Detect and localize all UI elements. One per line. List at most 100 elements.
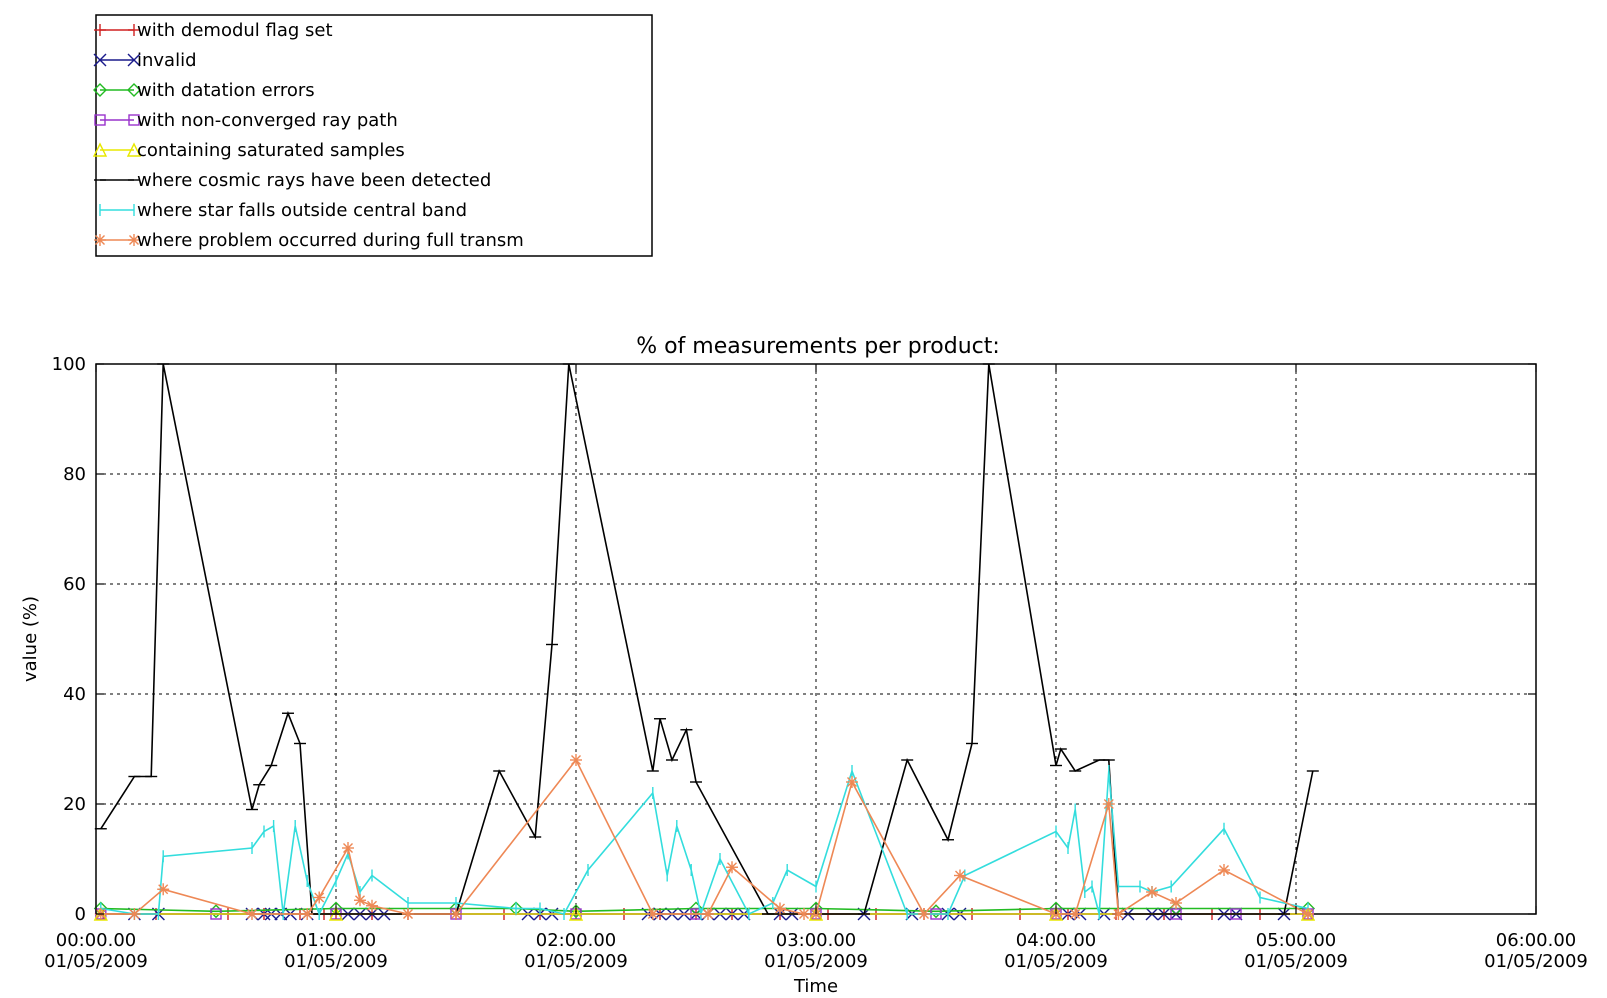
x-tick-label-date: 01/05/2009 bbox=[44, 951, 148, 972]
data-point bbox=[354, 894, 366, 907]
y-tick-label: 80 bbox=[63, 464, 86, 485]
marker-part bbox=[571, 755, 581, 765]
legend-entry: with non-converged ray path bbox=[94, 110, 398, 131]
data-point bbox=[726, 861, 738, 874]
data-point bbox=[127, 83, 141, 97]
data-point bbox=[774, 902, 786, 915]
data-point bbox=[342, 842, 354, 854]
data-point bbox=[1302, 908, 1314, 920]
marker-part bbox=[1303, 909, 1313, 919]
data-point bbox=[93, 53, 107, 67]
x-tick-label-time: 00:00.00 bbox=[56, 930, 137, 951]
data-point bbox=[92, 142, 108, 157]
legend-label: where cosmic rays have been detected bbox=[137, 170, 491, 191]
data-point bbox=[1102, 798, 1115, 810]
marker-part bbox=[1113, 909, 1124, 919]
legend-label: invalid bbox=[137, 50, 197, 71]
legend-entry: invalid bbox=[93, 50, 197, 71]
marker-part bbox=[367, 900, 377, 911]
legend-entry: containing saturated samples bbox=[92, 140, 405, 161]
data-point bbox=[128, 908, 141, 920]
marker-part bbox=[95, 235, 105, 245]
marker-part bbox=[314, 892, 325, 903]
legend-entry: with demodul flag set bbox=[94, 20, 333, 41]
series-line bbox=[100, 768, 1309, 917]
marker-part bbox=[158, 884, 169, 895]
data-point bbox=[126, 142, 142, 157]
data-point bbox=[128, 114, 140, 126]
y-tick-label: 20 bbox=[63, 794, 86, 815]
marker-part bbox=[847, 777, 857, 787]
data-point bbox=[846, 776, 858, 788]
marker-part bbox=[1219, 865, 1229, 875]
x-axis-label: Time bbox=[793, 976, 838, 997]
marker-part bbox=[451, 909, 461, 919]
data-point bbox=[570, 754, 582, 766]
data-point bbox=[1218, 864, 1230, 876]
series-line bbox=[100, 907, 1308, 913]
marker-part bbox=[129, 909, 140, 919]
series-line bbox=[100, 363, 1314, 915]
data-point bbox=[157, 883, 170, 896]
marker-part bbox=[355, 895, 365, 906]
marker-part bbox=[93, 83, 107, 97]
data-point bbox=[246, 908, 258, 920]
marker-part bbox=[128, 114, 140, 126]
data-point bbox=[954, 869, 966, 882]
data-point bbox=[94, 234, 106, 246]
x-tick-label-time: 02:00.00 bbox=[536, 930, 617, 951]
data-point bbox=[918, 908, 930, 920]
marker-part bbox=[127, 53, 141, 67]
series-5 bbox=[94, 363, 1319, 915]
data-point bbox=[702, 908, 714, 920]
legend-label: where star falls outside central band bbox=[137, 200, 467, 221]
marker-part bbox=[302, 909, 313, 919]
legend-label: with datation errors bbox=[137, 80, 315, 101]
x-tick-label-date: 01/05/2009 bbox=[764, 951, 868, 972]
x-tick-label-time: 06:00.00 bbox=[1496, 930, 1577, 951]
marker-part bbox=[955, 870, 965, 881]
marker-part bbox=[1070, 909, 1081, 919]
marker-part bbox=[775, 903, 785, 914]
x-axis-ticks: 00:00.0001/05/200901:00.0001/05/200902:0… bbox=[44, 364, 1588, 972]
x-tick-label-time: 04:00.00 bbox=[1016, 930, 1097, 951]
marker-part bbox=[126, 142, 142, 157]
data-point bbox=[94, 24, 106, 36]
y-tick-label: 0 bbox=[75, 904, 86, 925]
grid bbox=[96, 364, 1536, 914]
data-point bbox=[402, 908, 414, 920]
data-point bbox=[301, 908, 314, 920]
series-6 bbox=[100, 765, 1309, 920]
data-point bbox=[94, 114, 106, 126]
legend-box bbox=[95, 14, 653, 257]
marker-part bbox=[1147, 887, 1157, 897]
series-line bbox=[100, 758, 1309, 916]
marker-part bbox=[1171, 898, 1181, 908]
data-point bbox=[127, 53, 141, 67]
marker-part bbox=[94, 114, 106, 126]
legend-entry: with datation errors bbox=[93, 80, 315, 101]
data-point bbox=[1112, 908, 1125, 920]
marker-part bbox=[129, 235, 139, 245]
data-point bbox=[128, 24, 140, 36]
marker-part bbox=[647, 909, 658, 919]
marker-part bbox=[247, 909, 257, 919]
data-point bbox=[128, 234, 140, 246]
data-point bbox=[93, 83, 107, 97]
marker-part bbox=[93, 53, 107, 67]
data-point bbox=[1170, 897, 1182, 909]
data-point bbox=[1146, 886, 1158, 898]
x-tick-label-time: 01:00.00 bbox=[296, 930, 377, 951]
x-tick-label-date: 01/05/2009 bbox=[1004, 951, 1108, 972]
series-7 bbox=[94, 754, 1314, 920]
x-tick-label-time: 05:00.00 bbox=[1256, 930, 1337, 951]
marker-part bbox=[403, 909, 413, 919]
marker-part bbox=[568, 906, 584, 921]
legend-label: where problem occurred during full trans… bbox=[137, 230, 524, 251]
data-point bbox=[450, 908, 462, 920]
x-tick-label-date: 01/05/2009 bbox=[284, 951, 388, 972]
legend-entry: where cosmic rays have been detected bbox=[94, 170, 491, 191]
marker-part bbox=[727, 862, 737, 873]
